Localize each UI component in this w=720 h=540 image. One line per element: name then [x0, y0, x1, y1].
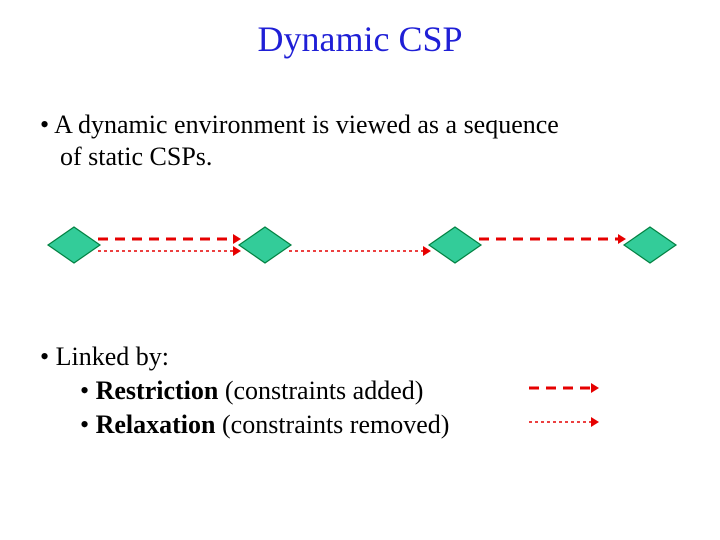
slide-title: Dynamic CSP — [0, 18, 720, 60]
bullet-1-line-a: • A dynamic environment is viewed as a s… — [40, 110, 680, 140]
bullet-4-rest: (constraints removed) — [216, 410, 450, 439]
bullet-2: • Linked by: — [40, 342, 169, 372]
bullet-4: • Relaxation (constraints removed) — [80, 410, 449, 440]
bullet-3-bold: Restriction — [96, 376, 219, 405]
bullet-3: • Restriction (constraints added) — [80, 376, 423, 406]
bullet-4-bold: Relaxation — [96, 410, 216, 439]
bullet-1-line-b: of static CSPs. — [60, 142, 212, 172]
bullet-3-rest: (constraints added) — [218, 376, 423, 405]
legend-relaxation-arrow — [525, 414, 615, 430]
slide: Dynamic CSP • A dynamic environment is v… — [0, 0, 720, 540]
bullet-3-marker: • — [80, 376, 96, 405]
legend-restriction-arrow — [525, 380, 615, 396]
bullet-4-marker: • — [80, 410, 96, 439]
csp-sequence-diagram — [40, 210, 680, 280]
